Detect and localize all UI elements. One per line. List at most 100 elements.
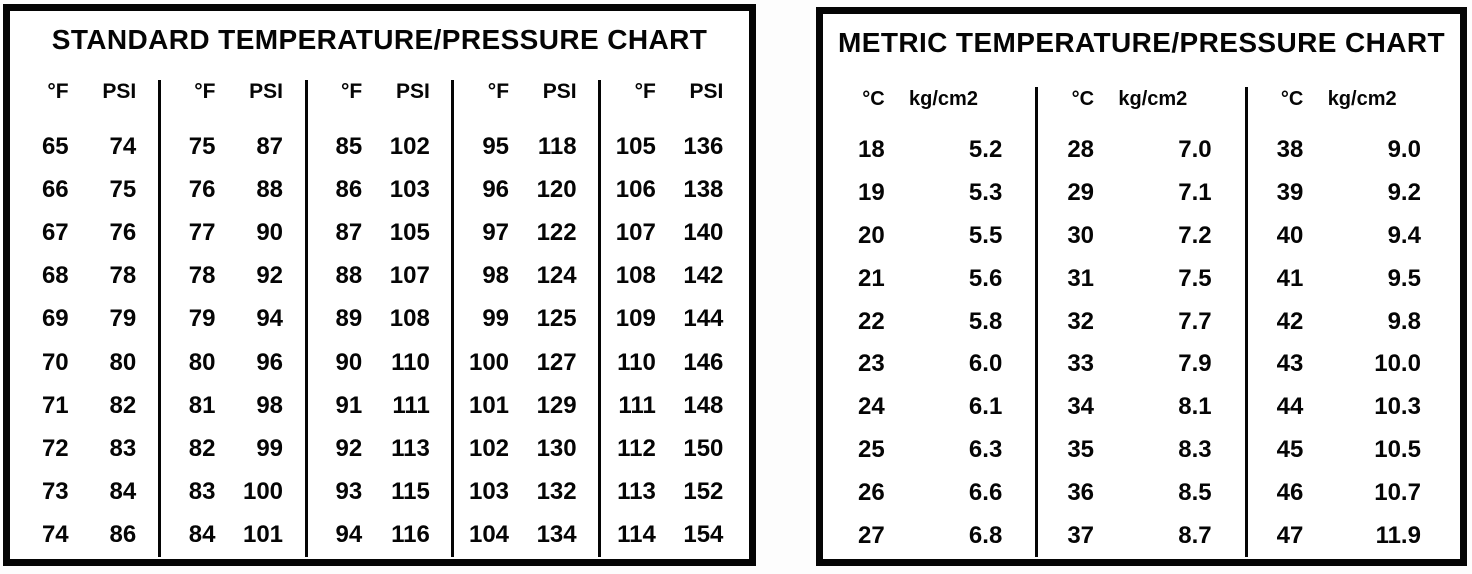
column-pair: °C kg/cm2 38 9.0 39 9.2 40 9.4 41 9.5 42 9.8 43 10.0 4… <box>1244 87 1454 557</box>
temp-cell: 19 <box>858 179 885 207</box>
table-row: 47 11.9 <box>1248 514 1454 557</box>
table-row: 93 115 <box>308 471 452 514</box>
temp-cell: 102 <box>468 434 510 462</box>
pressure-cell: 154 <box>683 521 724 549</box>
column-pair: °F PSI 75 87 76 88 77 90 78 92 79 94 80 96 81 98 82 99 83 1… <box>157 80 305 557</box>
temp-cell: 110 <box>617 348 656 376</box>
temp-cell: 23 <box>858 350 885 378</box>
table-row: 109 144 <box>601 298 745 341</box>
temp-cell: 22 <box>858 307 885 335</box>
pressure-cell: 130 <box>536 434 577 462</box>
temp-cell: 26 <box>858 478 885 506</box>
temp-cell: 45 <box>1276 435 1304 463</box>
table-row: 108 142 <box>601 255 745 298</box>
table-row: 98 124 <box>454 255 598 298</box>
pressure-cell: 110 <box>391 348 430 376</box>
pressure-cell: 8.5 <box>1178 478 1212 506</box>
table-row: 38 9.0 <box>1248 129 1454 172</box>
pressure-cell: 9.0 <box>1387 136 1421 164</box>
table-row: 68 78 <box>14 255 158 298</box>
column-pair: °C kg/cm2 18 5.2 19 5.3 20 5.5 21 5.6 22 5.8 23 6.0 24… <box>829 87 1035 557</box>
table-row: 95 118 <box>454 125 598 168</box>
temp-cell: 111 <box>618 391 656 419</box>
pressure-cell: 103 <box>389 175 430 203</box>
pressure-cell: 10.5 <box>1374 435 1421 463</box>
pressure-cell: 108 <box>389 305 430 333</box>
table-row: 87 105 <box>308 211 452 254</box>
pressure-cell: 129 <box>536 391 577 419</box>
temp-cell: 101 <box>468 391 510 419</box>
pressure-cell: 8.1 <box>1178 393 1212 421</box>
metric-chart-grid: °C kg/cm2 18 5.2 19 5.3 20 5.5 21 5.6 22 5.8 23 6.0 24… <box>823 87 1460 557</box>
table-row: 44 10.3 <box>1248 386 1454 429</box>
pressure-cell: 150 <box>683 434 724 462</box>
table-row: 30 7.2 <box>1038 215 1244 258</box>
pressure-cell: 96 <box>256 348 284 376</box>
temp-cell: 90 <box>335 348 363 376</box>
column-pair-header: °C kg/cm2 <box>1248 87 1454 111</box>
standard-temperature-pressure-chart: STANDARD TEMPERATURE/PRESSURE CHART °F PS… <box>3 4 756 566</box>
pressure-cell: 6.0 <box>968 350 1003 378</box>
table-row: 99 125 <box>454 298 598 341</box>
pressure-cell: 76 <box>109 218 137 246</box>
temp-cell: 39 <box>1276 179 1304 207</box>
pressure-cell: 98 <box>256 391 284 419</box>
table-row: 100 127 <box>454 341 598 384</box>
pressure-cell: 78 <box>109 262 137 290</box>
pressure-header: kg/cm2 <box>1327 88 1397 110</box>
table-row: 26 6.6 <box>829 471 1035 514</box>
column-pair-header: °F PSI <box>14 80 158 104</box>
temp-header: °F <box>194 80 216 103</box>
table-row: 111 148 <box>601 384 745 427</box>
table-row: 83 100 <box>161 471 305 514</box>
pressure-cell: 86 <box>109 521 137 549</box>
temp-cell: 71 <box>41 391 69 419</box>
column-pair: °C kg/cm2 28 7.0 29 7.1 30 7.2 31 7.5 32 7.7 33 7.9 34… <box>1035 87 1244 557</box>
pressure-cell: 148 <box>683 391 724 419</box>
table-row: 25 6.3 <box>829 429 1035 472</box>
pressure-cell: 118 <box>537 132 577 160</box>
table-row: 89 108 <box>308 298 452 341</box>
table-row: 71 82 <box>14 384 158 427</box>
pressure-cell: 5.3 <box>968 179 1003 207</box>
temp-cell: 81 <box>188 391 216 419</box>
pressure-header: PSI <box>542 80 577 103</box>
temp-cell: 74 <box>41 521 69 549</box>
table-row: 102 130 <box>454 427 598 470</box>
pressure-cell: 100 <box>242 478 284 506</box>
temp-cell: 112 <box>617 434 656 462</box>
pressure-cell: 8.3 <box>1178 435 1212 463</box>
table-row: 114 154 <box>601 514 745 557</box>
temp-header: °C <box>1280 88 1304 110</box>
metric-temperature-pressure-chart: METRIC TEMPERATURE/PRESSURE CHART °C kg/c… <box>816 7 1467 566</box>
pressure-cell: 142 <box>683 262 724 290</box>
temp-cell: 97 <box>482 218 510 246</box>
table-row: 112 150 <box>601 427 745 470</box>
temp-cell: 40 <box>1276 221 1304 249</box>
pressure-cell: 5.6 <box>968 264 1003 292</box>
column-pair-header: °C kg/cm2 <box>1038 87 1244 111</box>
pressure-cell: 144 <box>683 305 724 333</box>
table-row: 90 110 <box>308 341 452 384</box>
pressure-cell: 136 <box>683 132 724 160</box>
table-row: 80 96 <box>161 341 305 384</box>
table-row: 23 6.0 <box>829 343 1035 386</box>
temp-cell: 77 <box>188 218 216 246</box>
temp-cell: 95 <box>482 132 510 160</box>
pressure-cell: 134 <box>536 521 577 549</box>
temp-header: °C <box>862 88 885 110</box>
pressure-cell: 7.1 <box>1178 179 1212 207</box>
standard-chart-grid: °F PSI 65 74 66 75 67 76 68 78 69 79 70 80 71 82 72 83 73 8… <box>10 80 749 557</box>
table-row: 113 152 <box>601 471 745 514</box>
column-pair: °F PSI 95 118 96 120 97 122 98 124 99 125 100 127 101 1… <box>451 80 598 557</box>
temp-header: °F <box>341 80 363 103</box>
pressure-header: PSI <box>249 80 284 103</box>
temp-cell: 108 <box>615 262 656 290</box>
pressure-cell: 111 <box>392 391 430 419</box>
pressure-cell: 87 <box>256 132 284 160</box>
temp-cell: 36 <box>1067 478 1095 506</box>
table-row: 73 84 <box>14 471 158 514</box>
table-row: 33 7.9 <box>1038 343 1244 386</box>
column-pair-header: °F PSI <box>454 80 598 104</box>
pressure-cell: 132 <box>536 478 577 506</box>
